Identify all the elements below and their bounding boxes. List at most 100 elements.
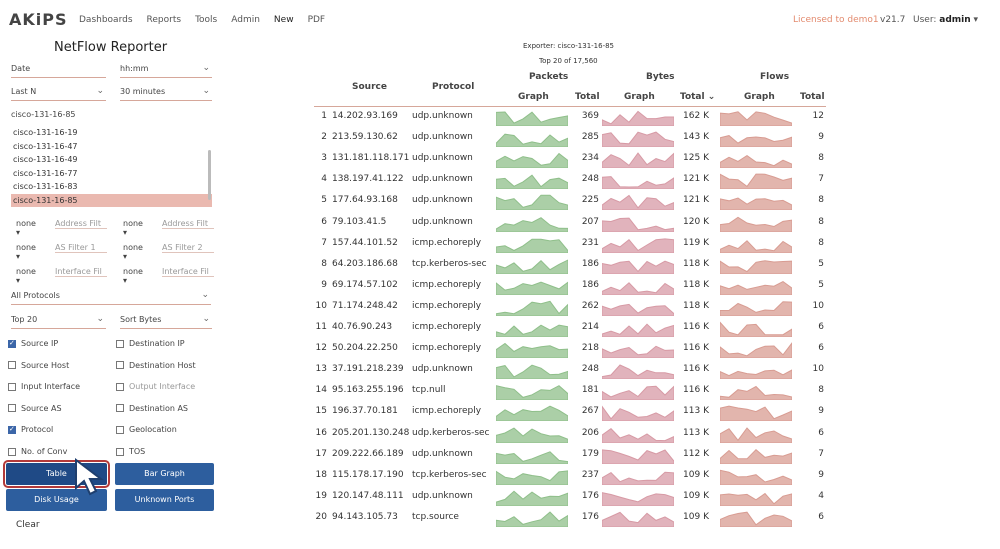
table-row[interactable]: 12 50.204.22.250 icmp.echoreply 218 116 K 6 [314,339,826,360]
flows-sparkline[interactable] [720,341,792,359]
packets-sparkline[interactable] [496,383,568,401]
flows-sparkline[interactable] [720,489,792,506]
table-row[interactable]: 4 138.197.41.122 udp.unknown 248 121 K 7 [314,170,826,191]
filter-operator-select[interactable]: none ▾ [123,219,143,237]
option-checkbox[interactable]: Destination IP [116,339,185,348]
table-row[interactable]: 5 177.64.93.168 udp.unknown 225 121 K 8 [314,191,826,212]
table-row[interactable]: 15 196.37.70.181 icmp.echoreply 267 113 K 9 [314,402,826,423]
flows-sparkline[interactable] [720,109,792,126]
device-list-scrollbar[interactable] [208,150,211,200]
packets-sparkline[interactable] [496,489,568,506]
table-row[interactable]: 3 131.181.118.171 udp.unknown 234 125 K 8 [314,149,826,170]
packets-sparkline[interactable] [496,447,568,464]
filter-input[interactable]: AS Filter 2 [162,243,214,253]
flows-sparkline[interactable] [720,404,792,422]
table-row[interactable]: 11 40.76.90.243 icmp.echoreply 214 116 K 6 [314,318,826,339]
bytes-sparkline[interactable] [602,362,674,380]
bytes-sparkline[interactable] [602,404,674,422]
filter-input[interactable]: Interface Fil [162,267,214,277]
packets-sparkline[interactable] [496,278,568,295]
packets-sparkline[interactable] [496,299,568,316]
table-row[interactable]: 2 213.59.130.62 udp.unknown 285 143 K 9 [314,128,826,149]
bytes-sparkline[interactable] [602,236,674,253]
flows-sparkline[interactable] [720,383,792,401]
flows-sparkline[interactable] [720,510,792,527]
bytes-sparkline[interactable] [602,299,674,316]
option-checkbox[interactable]: Destination AS [116,404,188,413]
checkbox-checked-icon[interactable] [8,339,16,348]
checkbox-icon[interactable] [8,382,16,391]
table-row[interactable]: 1 14.202.93.169 udp.unknown 369 162 K 12 [314,107,826,128]
filter-input[interactable]: Address Filt [162,219,214,229]
checkbox-checked-icon[interactable] [8,425,16,434]
table-row[interactable]: 20 94.143.105.73 tcp.source 176 109 K 6 [314,508,826,529]
nav-pdf[interactable]: PDF [307,15,326,25]
filter-operator-select[interactable]: none ▾ [123,243,143,261]
filter-operator-select[interactable]: none ▾ [16,219,36,237]
bytes-sparkline[interactable] [602,172,674,190]
date-field[interactable]: Date [11,62,106,78]
flows-sparkline[interactable] [720,215,792,232]
filter-operator-select[interactable]: none ▾ [16,267,36,285]
packets-sparkline[interactable] [496,362,568,380]
device-item[interactable]: cisco-131-16-19 [13,128,78,137]
device-item[interactable]: cisco-131-16-77 [13,168,78,178]
option-checkbox[interactable]: TOS [116,447,145,456]
user-menu[interactable]: User: admin ▾ [913,15,978,25]
packets-sparkline[interactable] [496,236,568,253]
device-item[interactable]: cisco-131-16-85 [11,193,212,207]
option-checkbox[interactable]: Destination Host [116,361,196,370]
nav-reports[interactable]: Reports [146,15,182,25]
device-item[interactable]: cisco-131-16-49 [13,155,78,164]
range-type-select[interactable]: Last N ⌄ [11,85,106,101]
checkbox-icon[interactable] [116,382,124,391]
bar-graph-button[interactable]: Bar Graph [115,463,214,485]
sort-select[interactable]: Sort Bytes ⌄ [120,313,212,329]
packets-sparkline[interactable] [496,404,568,422]
packets-sparkline[interactable] [496,172,568,190]
checkbox-icon[interactable] [116,404,124,413]
bytes-sparkline[interactable] [602,109,674,126]
nav-admin[interactable]: Admin [231,15,260,25]
device-item[interactable]: cisco-131-16-83 [13,182,78,191]
flows-sparkline[interactable] [720,151,792,169]
bytes-sparkline[interactable] [602,130,674,148]
akips-logo[interactable]: AKiPS [9,10,68,29]
checkbox-icon[interactable] [116,447,124,456]
table-row[interactable]: 10 71.174.248.42 icmp.echoreply 262 118 K 10 [314,297,826,318]
bytes-sparkline[interactable] [602,510,674,527]
nav-new[interactable]: New [273,15,294,25]
checkbox-icon[interactable] [8,447,16,456]
nav-dashboards[interactable]: Dashboards [79,15,133,25]
option-checkbox[interactable]: Geolocation [116,425,177,434]
header-packets-total[interactable]: Total [575,92,600,102]
packets-sparkline[interactable] [496,151,568,169]
filter-operator-select[interactable]: none ▾ [16,243,36,261]
filter-input[interactable]: AS Filter 1 [55,243,107,253]
packets-sparkline[interactable] [496,320,568,337]
header-bytes-total-sorted[interactable]: Total ⌄ [680,92,716,102]
flows-sparkline[interactable] [720,426,792,443]
top-n-select[interactable]: Top 20 ⌄ [11,313,106,329]
packets-sparkline[interactable] [496,341,568,359]
checkbox-icon[interactable] [8,361,16,370]
checkbox-icon[interactable] [116,361,124,370]
option-checkbox[interactable]: Input Interface [8,382,80,391]
option-checkbox[interactable]: Output Interface [116,382,195,391]
table-row[interactable]: 18 115.178.17.190 tcp.kerberos-sec 237 109 K… [314,466,826,487]
header-protocol[interactable]: Protocol [432,82,475,92]
bytes-sparkline[interactable] [602,278,674,295]
packets-sparkline[interactable] [496,193,568,211]
packets-sparkline[interactable] [496,130,568,148]
nav-tools[interactable]: Tools [195,15,218,25]
table-row[interactable]: 7 157.44.101.52 icmp.echoreply 231 119 K 8 [314,234,826,255]
table-row[interactable]: 17 209.222.66.189 udp.unknown 179 112 K 7 [314,445,826,466]
header-source[interactable]: Source [352,82,387,92]
flows-sparkline[interactable] [720,447,792,464]
bytes-sparkline[interactable] [602,489,674,506]
flows-sparkline[interactable] [720,320,792,337]
table-row[interactable]: 13 37.191.218.239 udp.unknown 248 116 K 10 [314,360,826,381]
option-checkbox[interactable]: No. of Conv [8,447,67,456]
packets-sparkline[interactable] [496,257,568,274]
flows-sparkline[interactable] [720,278,792,295]
